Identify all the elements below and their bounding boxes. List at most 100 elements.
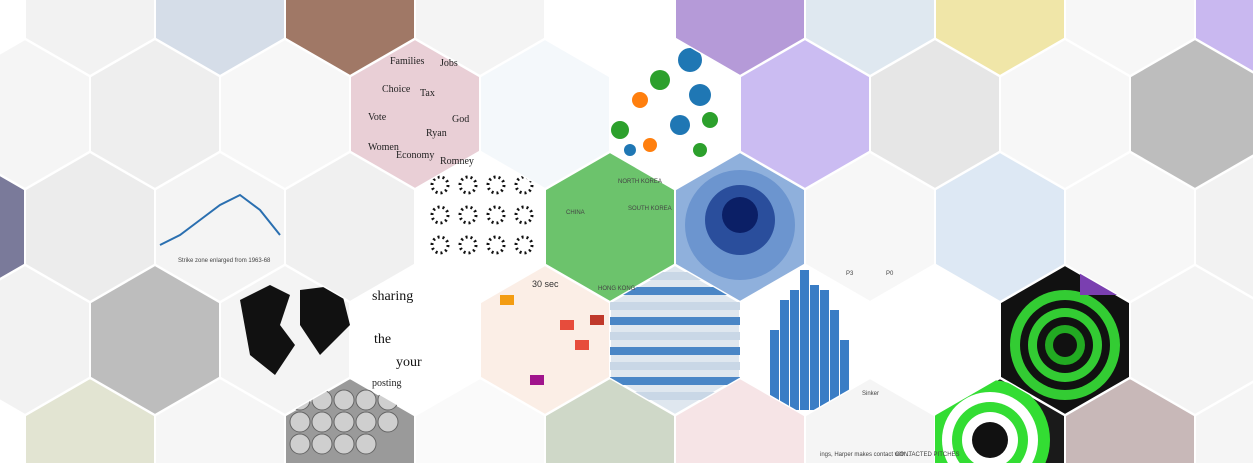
word-label: God	[452, 114, 469, 125]
histogram-bar	[820, 290, 829, 410]
thumbnail-art	[935, 380, 1050, 463]
stripe	[610, 272, 740, 280]
thumbnail-art	[430, 175, 534, 255]
thumbnail-art	[611, 48, 718, 157]
hex-thumbnail	[1194, 380, 1253, 463]
thumbnail-art	[500, 295, 604, 385]
stripe	[610, 317, 740, 325]
map-label: HONG KONG	[598, 286, 636, 292]
timeline-label: 30 sec	[532, 279, 559, 289]
pack-circle	[333, 433, 355, 455]
bubble	[693, 143, 707, 157]
thumbnail-art	[240, 285, 350, 375]
map-label: SOUTH KOREA	[628, 206, 672, 212]
dot-ring	[486, 205, 506, 225]
histogram-bar	[800, 270, 809, 410]
caption: Strike zone enlarged from 1963-68	[178, 258, 271, 264]
thumbnail-labels: Families Jobs Choice Tax Vote God Ryan W…	[178, 56, 960, 458]
thumbnail-art	[610, 272, 740, 400]
pack-circle	[355, 433, 377, 455]
thumbnail-art	[770, 270, 849, 410]
pack-circle	[355, 389, 377, 411]
dot-ring	[486, 235, 506, 255]
caption: Sinker	[862, 391, 879, 397]
stripe	[610, 332, 740, 340]
word-label: Jobs	[440, 58, 458, 69]
trend-line	[159, 193, 281, 246]
bubble	[702, 112, 718, 128]
word-label: Economy	[396, 150, 434, 161]
event-mark	[590, 315, 604, 325]
event-mark	[530, 375, 544, 385]
dot-ring	[430, 235, 450, 255]
bubble	[678, 48, 702, 72]
pack-circle	[333, 389, 355, 411]
caption: CONTACTED PITCHES	[895, 452, 960, 458]
pack-circle	[311, 433, 333, 455]
stripe	[610, 302, 740, 310]
histogram-bar	[780, 300, 789, 410]
dot-ring	[430, 205, 450, 225]
bubble	[689, 84, 711, 106]
event-mark	[500, 295, 514, 305]
word-label: Vote	[368, 112, 387, 123]
dot-ring	[458, 205, 478, 225]
event-mark	[575, 340, 589, 350]
event-mark	[560, 320, 574, 330]
ring	[1053, 333, 1077, 357]
word-label: Women	[368, 142, 399, 153]
dot-ring	[458, 175, 478, 195]
histogram-bar	[770, 330, 779, 410]
word-label: Tax	[420, 88, 435, 99]
stripe	[610, 362, 740, 370]
histogram-bar	[810, 285, 819, 410]
ring	[972, 422, 1008, 458]
histogram-bar	[840, 340, 849, 410]
thumbnail-art	[159, 193, 281, 246]
caption: ings, Harper makes contact with...	[820, 452, 911, 458]
stripe	[610, 377, 740, 385]
bubble	[643, 138, 657, 152]
word-tree-label: your	[396, 355, 422, 370]
thumbnail-art	[685, 170, 795, 280]
map-label: NORTH KOREA	[618, 179, 662, 185]
pack-circle	[289, 433, 311, 455]
dot-ring	[486, 175, 506, 195]
hex-thumbnail	[1194, 154, 1253, 300]
bubble	[611, 121, 629, 139]
stripe	[610, 392, 740, 400]
hex-thumbnail	[0, 0, 26, 55]
pack-circle	[355, 411, 377, 433]
stripe	[610, 347, 740, 355]
bubble	[632, 92, 648, 108]
dot-ring	[514, 205, 534, 225]
word-label: Families	[390, 56, 425, 67]
bubble	[650, 70, 670, 90]
point-label: P3	[846, 271, 854, 277]
word-tree-label: posting	[372, 378, 401, 389]
histogram-bar	[790, 290, 799, 410]
word-label: Ryan	[426, 128, 447, 139]
word-tree-label: the	[374, 332, 391, 347]
thumbnail-art	[289, 389, 399, 455]
word-label: Romney	[440, 156, 474, 167]
pack-circle	[311, 411, 333, 433]
histogram-bar	[830, 310, 839, 410]
dot-ring	[514, 175, 534, 195]
stripe	[610, 287, 740, 295]
map-land	[240, 285, 350, 375]
pack-circle	[289, 411, 311, 433]
point-label: P0	[886, 271, 894, 277]
word-tree-label: sharing	[372, 289, 413, 304]
bubble	[624, 144, 636, 156]
bubble	[670, 115, 690, 135]
dot-ring	[458, 235, 478, 255]
dot-ring	[514, 235, 534, 255]
dot-ring	[430, 175, 450, 195]
heat-ring	[722, 197, 758, 233]
pack-circle	[377, 411, 399, 433]
hex-thumbnail	[1194, 0, 1253, 74]
